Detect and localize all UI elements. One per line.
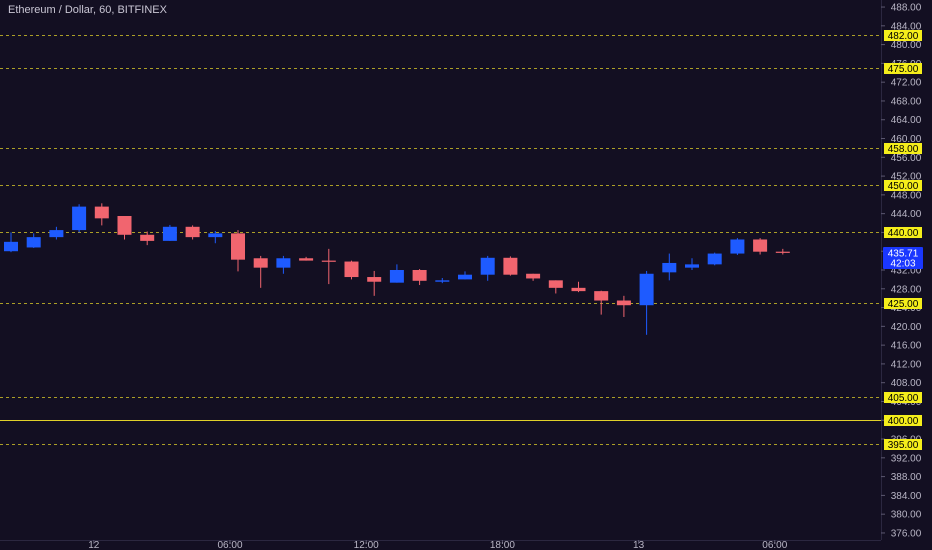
level-tag-label: 475.00 — [888, 64, 919, 75]
candle-body — [730, 239, 745, 254]
level-tag — [884, 143, 922, 154]
level-tag — [884, 415, 922, 426]
price-tick-label: 408.00 — [891, 378, 922, 389]
time-tick-label: 18:00 — [490, 540, 515, 550]
level-tag-label: 482.00 — [888, 31, 919, 42]
price-tick-label: 488.00 — [891, 3, 922, 14]
candle-body — [49, 230, 64, 238]
time-tick-label: 06:00 — [762, 540, 787, 550]
price-tick-label: 484.00 — [891, 21, 922, 32]
level-tag-label: 440.00 — [888, 228, 919, 239]
candle-body — [639, 273, 654, 306]
price-tick-label: 448.00 — [891, 190, 922, 201]
candle-body — [299, 258, 314, 261]
level-tag — [884, 63, 922, 74]
candle-body — [389, 270, 404, 283]
candle-body — [26, 237, 41, 248]
price-tick-label: 420.00 — [891, 322, 922, 333]
price-tick-label: 480.00 — [891, 40, 922, 51]
level-tag-label: 450.00 — [888, 181, 919, 192]
candle-body — [140, 234, 155, 241]
price-tick-label: 444.00 — [891, 209, 922, 220]
price-tick-label: 452.00 — [891, 172, 922, 183]
price-tick-label: 392.00 — [891, 453, 922, 464]
level-tag-label: 458.00 — [888, 144, 919, 155]
price-axis-bg — [881, 0, 932, 550]
candle-body — [72, 206, 87, 231]
candle-body — [503, 257, 518, 275]
time-tick-label: 12:00 — [354, 540, 379, 550]
time-axis[interactable]: 12 06:00 12:00 18:00 13 06:00 — [88, 540, 788, 550]
candle-body — [185, 226, 200, 238]
candle-body — [480, 257, 495, 275]
level-lines — [0, 35, 881, 445]
candle-body — [117, 216, 132, 235]
price-tick-label: 456.00 — [891, 153, 922, 164]
candle-body — [94, 206, 109, 219]
candle-body — [4, 241, 18, 252]
level-tags: 482.00 475.00 458.00 450.00 440.00 425.00 405.… — [884, 30, 922, 451]
price-tick-label: 428.00 — [891, 284, 922, 295]
candle-body — [231, 233, 245, 260]
last-price-value: 435.71 — [888, 249, 919, 260]
candle-body — [344, 261, 359, 278]
level-tag — [884, 30, 922, 41]
candle-body — [276, 258, 291, 268]
last-price-countdown: 42:03 — [890, 259, 915, 270]
level-tag — [884, 392, 922, 403]
candles — [4, 203, 790, 335]
candle-body — [594, 291, 609, 301]
candle-body — [208, 233, 223, 238]
level-tag-label: 400.00 — [888, 416, 919, 427]
candle-body — [435, 280, 450, 282]
candle-body — [775, 251, 790, 253]
price-tick-label: 464.00 — [891, 115, 922, 126]
price-tick-label: 384.00 — [891, 491, 922, 502]
price-tick-label: 460.00 — [891, 134, 922, 145]
candle-body — [253, 258, 268, 268]
price-tick-label: 376.00 — [891, 528, 922, 539]
time-tick-label: 13 — [633, 540, 645, 550]
price-tick-label: 416.00 — [891, 341, 922, 352]
candle-body — [685, 264, 699, 268]
level-tag-label: 425.00 — [888, 299, 919, 310]
price-tick-label: 432.00 — [891, 266, 922, 277]
level-tag — [884, 298, 922, 309]
level-tag-label: 405.00 — [888, 393, 919, 404]
candle-body — [753, 239, 768, 252]
candle-body — [707, 253, 722, 265]
price-tick-label: 388.00 — [891, 472, 922, 483]
time-tick-label: 12 — [88, 540, 100, 550]
candle-body — [662, 262, 677, 273]
price-tick-label: 380.00 — [891, 510, 922, 521]
chart-title: Ethereum / Dollar, 60, BITFINEX — [8, 4, 167, 16]
last-price-tag-bg — [883, 247, 923, 269]
candle-body — [526, 273, 541, 279]
level-tag — [884, 180, 922, 191]
level-tag — [884, 439, 922, 450]
candle-body — [458, 274, 472, 280]
candle-body — [548, 280, 563, 288]
candle-body — [412, 270, 427, 281]
price-tick-label: 472.00 — [891, 78, 922, 89]
price-tick-label: 412.00 — [891, 359, 922, 370]
time-tick-label: 06:00 — [217, 540, 242, 550]
candle-body — [321, 260, 336, 262]
price-tick-label: 468.00 — [891, 96, 922, 107]
level-tag-label: 395.00 — [888, 440, 919, 451]
candle-body — [367, 277, 382, 282]
candle-body — [571, 287, 586, 292]
candle-body — [616, 300, 631, 306]
candle-body — [162, 226, 177, 241]
level-tag — [884, 227, 922, 238]
